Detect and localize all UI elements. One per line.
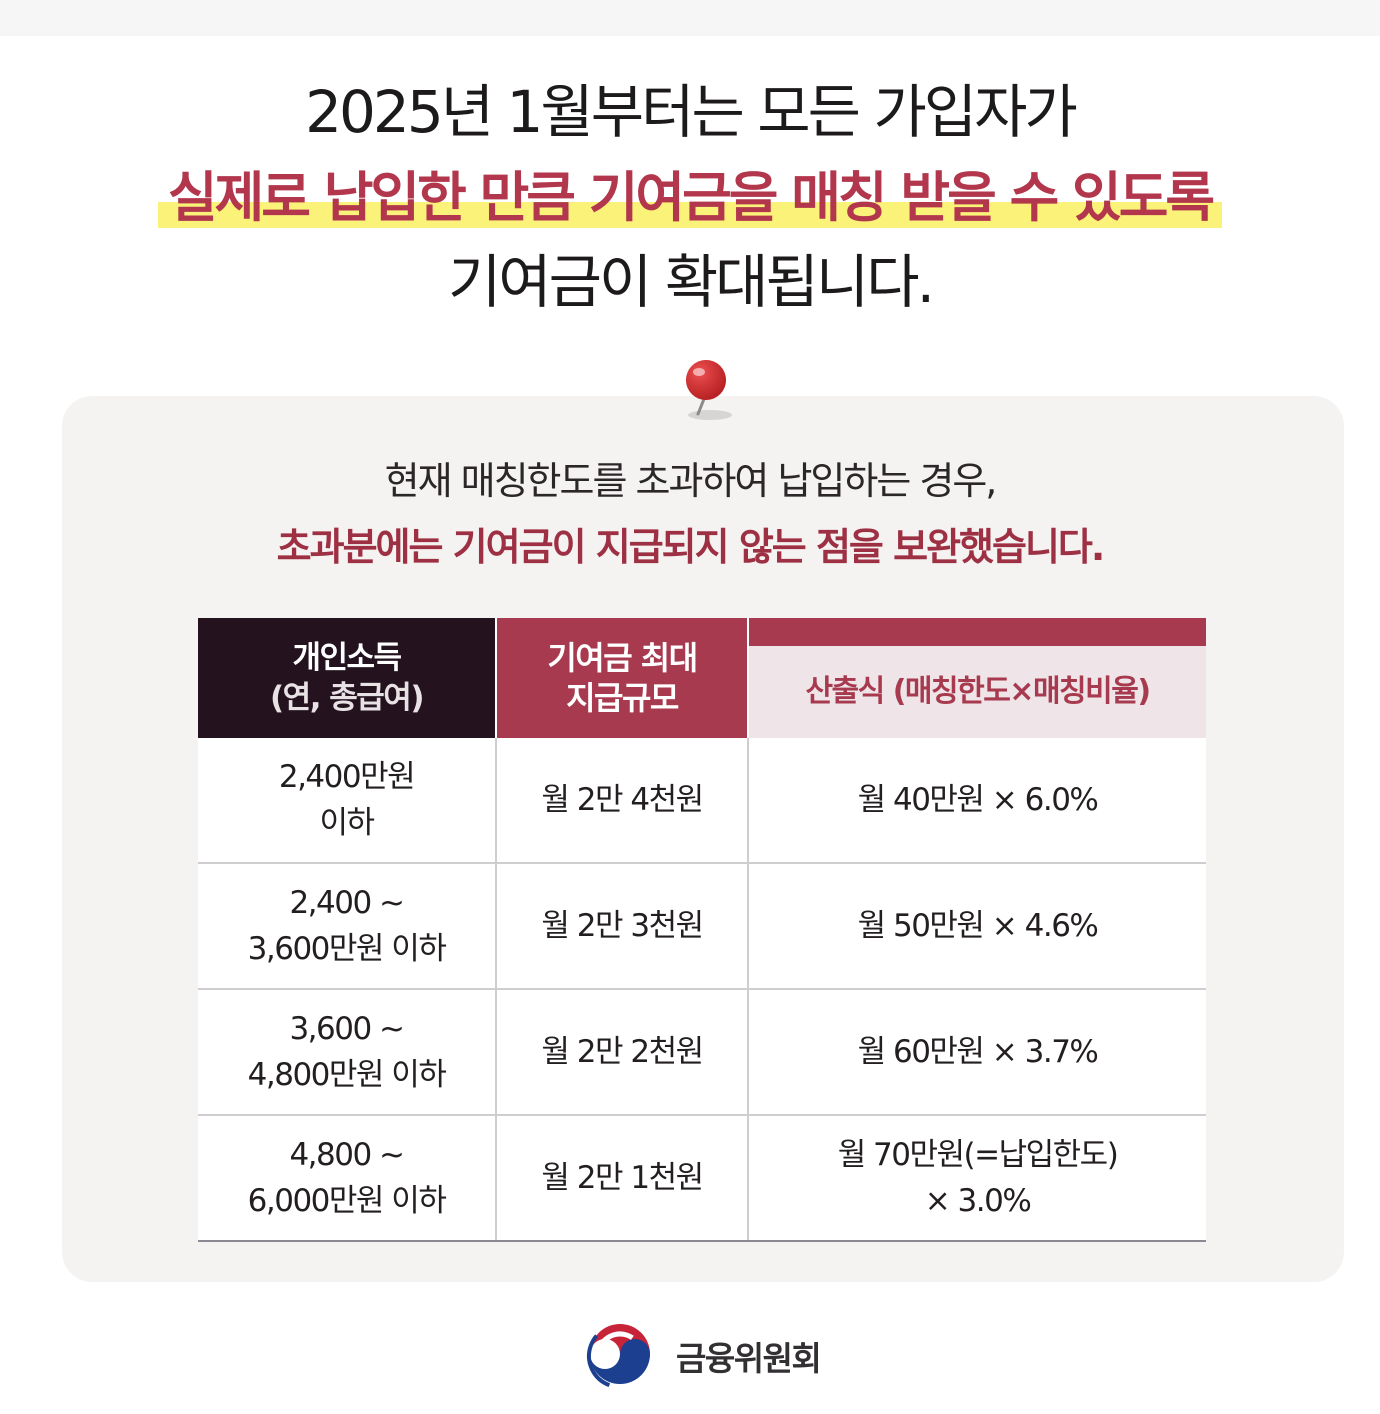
formula-cell: 월 40만원 × 6.0% [748, 738, 1206, 864]
formula-line-2: × 3.0% [924, 1183, 1032, 1219]
income-cell: 2,400 ~ 3,600만원 이하 [198, 863, 497, 990]
income-line-2: 6,000만원 이하 [247, 1183, 447, 1219]
formula-cell: 월 60만원 × 3.7% [748, 989, 1206, 1116]
highlight-marker: 실제로 납입한 만큼 기여금을 매칭 받을 수 있도록 [157, 154, 1223, 240]
max-cell: 월 2만 4천원 [496, 738, 749, 864]
formula-line-1: 월 40만원 × 6.0% [857, 782, 1099, 818]
header-max-contribution: 기여금 최대 지급규모 [496, 618, 749, 738]
header-income: 개인소득 (연, 총급여) [198, 618, 497, 738]
table-row: 4,800 ~ 6,000만원 이하 월 2만 1천원 월 70만원(=납입한도… [198, 1115, 1206, 1242]
header-income-main: 개인소득 [292, 640, 402, 676]
headline-accent-text: 실제로 납입한 만큼 기여금을 매칭 받을 수 있도록 [167, 166, 1215, 229]
income-line-2: 3,600만원 이하 [247, 931, 447, 967]
income-line-2: 이하 [319, 805, 375, 841]
income-line-1: 3,600 ~ [289, 1011, 405, 1047]
header-income-sub: (연, 총급여) [270, 680, 425, 716]
footer: 금융위원회 [582, 1316, 822, 1396]
header-formula-strong: 산출식 [805, 674, 885, 709]
formula-cell: 월 70만원(=납입한도) × 3.0% [748, 1115, 1206, 1242]
table-row: 2,400만원 이하 월 2만 4천원 월 40만원 × 6.0% [198, 738, 1206, 864]
headline-line-1: 2025년 1월부터는 모든 가입자가 [305, 78, 1078, 146]
top-bar [0, 0, 1380, 36]
taegeuk-logo-icon [586, 1322, 654, 1390]
income-cell: 3,600 ~ 4,800만원 이하 [198, 989, 497, 1116]
org-name: 금융위원회 [676, 1339, 822, 1378]
push-pin-icon [686, 360, 732, 420]
header-max-line-2: 지급규모 [566, 679, 679, 717]
max-cell: 월 2만 3천원 [496, 863, 749, 990]
income-cell: 4,800 ~ 6,000만원 이하 [198, 1115, 497, 1242]
table-header-row: 개인소득 (연, 총급여) 기여금 최대 지급규모 산출식 (매칭한도×매칭비율… [198, 618, 1206, 738]
formula-line-1: 월 60만원 × 3.7% [857, 1034, 1099, 1070]
matching-table: 개인소득 (연, 총급여) 기여금 최대 지급규모 산출식 (매칭한도×매칭비율… [198, 618, 1206, 1242]
income-line-1: 4,800 ~ [289, 1137, 405, 1173]
income-line-2: 4,800만원 이하 [247, 1057, 447, 1093]
formula-line-1: 월 50만원 × 4.6% [857, 908, 1099, 944]
intro-line-1: 현재 매칭한도를 초과하여 납입하는 경우, [384, 459, 998, 503]
header-formula-bar [749, 618, 1206, 646]
table-row: 3,600 ~ 4,800만원 이하 월 2만 2천원 월 60만원 × 3.7… [198, 989, 1206, 1116]
headline: 2025년 1월부터는 모든 가입자가 실제로 납입한 만큼 기여금을 매칭 받… [0, 70, 1380, 324]
income-line-1: 2,400만원 [278, 759, 416, 795]
header-formula: 산출식 (매칭한도×매칭비율) [748, 618, 1206, 738]
headline-line-3: 기여금이 확대됩니다. [447, 248, 935, 316]
max-cell: 월 2만 1천원 [496, 1115, 749, 1242]
income-cell: 2,400만원 이하 [198, 738, 497, 864]
income-line-1: 2,400 ~ [289, 885, 405, 921]
header-formula-rest: (매칭한도×매칭비율) [883, 674, 1151, 709]
max-cell: 월 2만 2천원 [496, 989, 749, 1116]
intro-line-2: 초과분에는 기여금이 지급되지 않는 점을 보완했습니다. [276, 525, 1106, 569]
formula-line-1: 월 70만원(=납입한도) [837, 1137, 1119, 1173]
header-formula-text: 산출식 (매칭한도×매칭비율) [749, 646, 1206, 738]
table-row: 2,400 ~ 3,600만원 이하 월 2만 3천원 월 50만원 × 4.6… [198, 863, 1206, 990]
card-intro: 현재 매칭한도를 초과하여 납입하는 경우, 초과분에는 기여금이 지급되지 않… [0, 448, 1380, 580]
formula-cell: 월 50만원 × 4.6% [748, 863, 1206, 990]
headline-line-2: 실제로 납입한 만큼 기여금을 매칭 받을 수 있도록 [0, 154, 1380, 240]
header-max-line-1: 기여금 최대 [547, 639, 698, 677]
